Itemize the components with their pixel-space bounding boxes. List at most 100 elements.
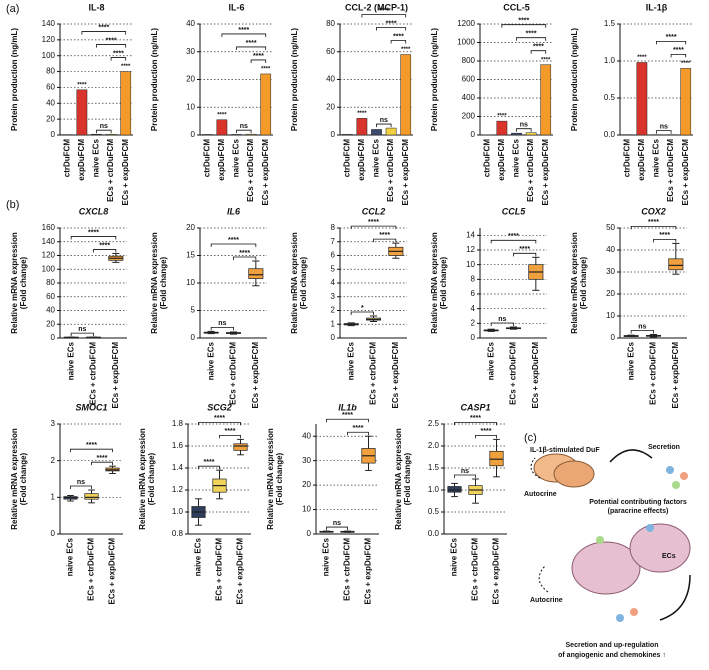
y-axis-label: Relative mRNA expression <box>394 428 403 530</box>
significance-label: **** <box>681 61 691 67</box>
diagram-label: Autocrine <box>530 597 563 604</box>
significance-label: **** <box>204 459 215 466</box>
y-axis-label: (Fold change) <box>439 256 448 309</box>
x-tick-label: ECs + ctrDuFCM <box>229 342 238 405</box>
bracket <box>516 128 532 132</box>
y-tick-label: 6 <box>471 289 476 298</box>
box <box>489 450 504 467</box>
bar <box>216 119 228 136</box>
x-tick-label: naive ECs <box>512 138 521 177</box>
chart-title: COX2 <box>641 206 666 216</box>
y-tick-label: 0 <box>611 333 616 342</box>
arrow <box>609 449 653 463</box>
y-tick-label: 20 <box>326 102 335 111</box>
chart-title: CXCL8 <box>79 206 109 216</box>
bracket <box>361 14 407 18</box>
bracket <box>454 474 476 478</box>
significance-label: * <box>361 305 364 312</box>
panel-label: (c) <box>524 432 537 444</box>
significance-label: **** <box>368 219 379 226</box>
bracket <box>96 129 112 134</box>
y-tick-label: 600 <box>462 75 476 84</box>
significance-label: **** <box>379 232 390 239</box>
y-tick-label: 2.5 <box>428 419 440 428</box>
y-axis-label: (Fold change) <box>147 452 156 505</box>
y-tick-label: 10 <box>466 260 475 269</box>
significance-label: **** <box>648 219 659 226</box>
significance-label: **** <box>228 237 239 244</box>
factor <box>596 536 604 544</box>
y-tick-label: 7 <box>331 237 336 246</box>
chart-title: CCL2 <box>362 206 386 216</box>
x-tick-label: ECs + expDuFCM <box>108 538 117 605</box>
x-tick-label: ECs + ctrDuFCM <box>666 139 675 202</box>
x-tick-label: naive ECs <box>194 537 203 576</box>
y-tick-label: 1200 <box>457 19 475 28</box>
x-tick-label: ECs + ctrDuFCM <box>369 342 378 405</box>
significance-label: ns <box>520 122 528 129</box>
panel-label: (a) <box>6 3 19 15</box>
bracket <box>250 59 267 63</box>
bracket <box>221 33 267 37</box>
y-tick-label: 120 <box>42 35 56 44</box>
y-tick-label: 1.5 <box>428 463 440 472</box>
significance-label: **** <box>238 27 249 34</box>
significance-label: **** <box>217 112 227 118</box>
bracket <box>210 327 234 331</box>
box <box>84 493 99 500</box>
bar <box>105 133 117 136</box>
y-tick-label: 2 <box>331 306 336 315</box>
y-axis-label: Relative mRNA expression <box>570 232 579 334</box>
y-axis-label: Relative mRNA expression <box>430 232 439 334</box>
panel-label: (b) <box>6 199 19 211</box>
significance-label: **** <box>637 55 647 61</box>
bracket <box>233 256 257 260</box>
y-tick-label: 5 <box>331 264 336 273</box>
bar <box>511 132 522 136</box>
y-tick-label: 0 <box>331 130 336 139</box>
bracket <box>376 123 392 128</box>
bracket <box>210 243 257 247</box>
bracket <box>475 435 497 439</box>
chart-title: SCG2 <box>207 402 232 412</box>
x-tick-label: ECs + expDuFCM <box>251 342 260 409</box>
x-tick-label: ctrDuFCM <box>62 139 71 178</box>
bracket <box>656 41 687 45</box>
y-tick-label: 1000 <box>457 38 475 47</box>
y-axis-label: (Fold change) <box>579 256 588 309</box>
x-tick-label: ECs + ctrDuFCM <box>526 139 535 202</box>
bracket <box>373 238 397 243</box>
chart-title: CCL-5 <box>503 2 530 12</box>
significance-label: ns <box>380 117 388 124</box>
y-tick-label: 0 <box>471 333 476 342</box>
x-tick-label: ECs + expDuFCM <box>541 139 550 206</box>
bracket <box>198 465 220 470</box>
bracket <box>490 322 514 326</box>
significance-label: **** <box>470 415 481 422</box>
bar <box>385 127 397 136</box>
x-tick-label: ECs + ctrDuFCM <box>89 342 98 405</box>
y-tick-label: 10 <box>186 102 195 111</box>
bracket <box>326 418 369 423</box>
y-axis-label: (Fold change) <box>19 256 28 309</box>
y-tick-label: 15 <box>186 251 195 260</box>
y-axis-label: (Fold change) <box>159 256 168 309</box>
y-tick-label: 0 <box>191 333 196 342</box>
duf-cell <box>553 460 595 488</box>
y-tick-label: 1.0 <box>428 485 440 494</box>
y-tick-label: 80 <box>326 19 335 28</box>
bar <box>525 132 537 136</box>
y-tick-label: 20 <box>186 223 195 232</box>
y-tick-label: 1.4 <box>172 463 184 472</box>
y-axis-label: Relative mRNA expression <box>138 428 147 530</box>
bar <box>245 133 257 136</box>
x-tick-label: ECs + expDuFCM <box>111 342 120 409</box>
x-tick-label: ECs + expDuFCM <box>401 139 410 206</box>
significance-label: **** <box>86 442 97 449</box>
y-tick-label: 3 <box>51 419 56 428</box>
y-axis-label: Relative mRNA expression <box>290 232 299 334</box>
box <box>233 443 248 451</box>
significance-label: ns <box>240 123 248 130</box>
x-tick-label: ECs + ctrDuFCM <box>87 538 96 601</box>
x-tick-label: expDuFCM <box>217 139 226 181</box>
